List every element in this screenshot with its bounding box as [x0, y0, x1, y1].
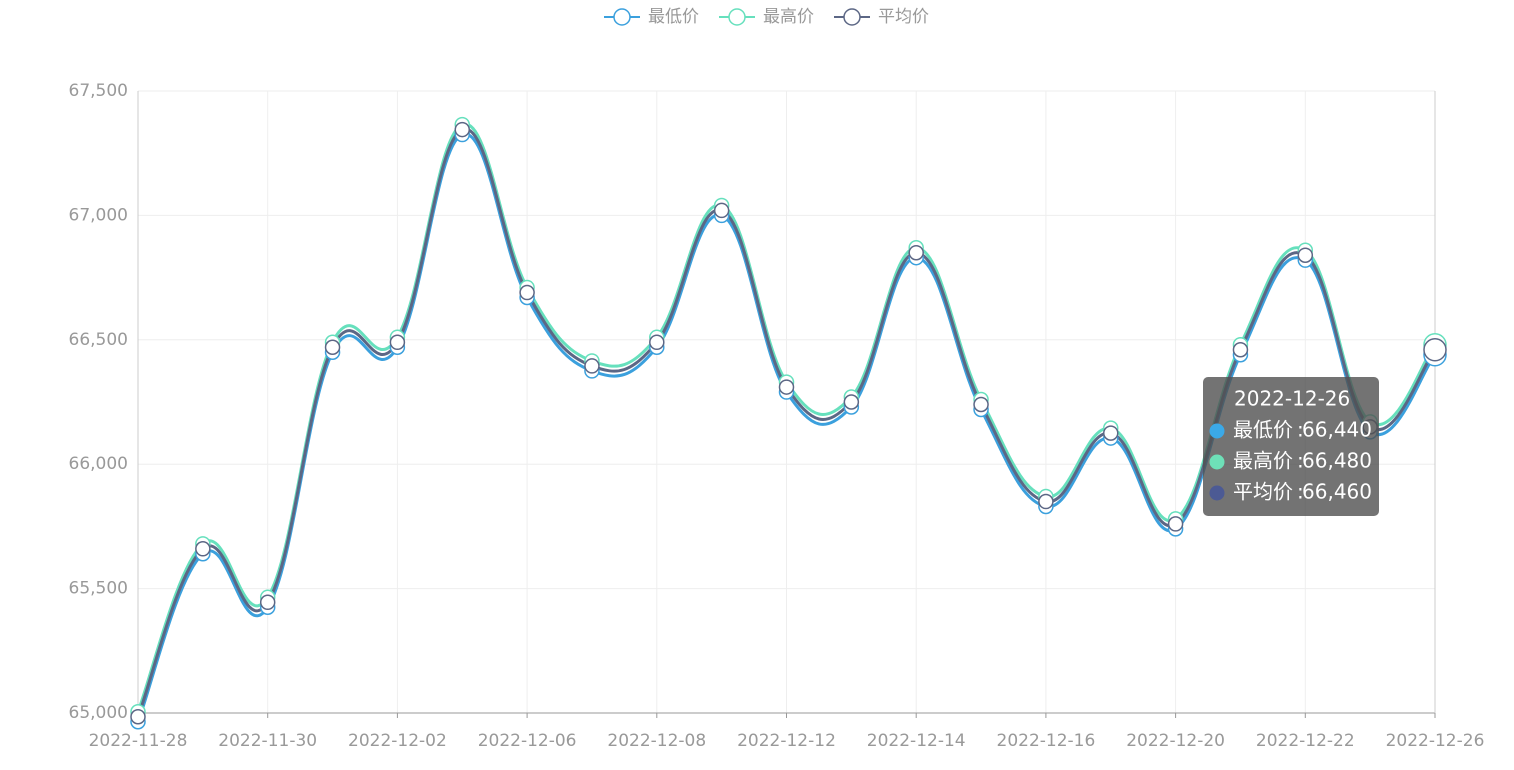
x-tick-label: 2022-12-14	[867, 731, 966, 751]
data-point	[713, 202, 730, 219]
data-point	[454, 121, 470, 138]
y-tick-label: 65,000	[69, 703, 128, 723]
data-point	[1167, 516, 1184, 532]
data-point	[1232, 342, 1249, 358]
tooltip-value: 66,480	[1302, 449, 1372, 473]
x-tick-label: 2022-11-30	[218, 731, 317, 751]
data-point	[649, 334, 665, 351]
legend-icon	[728, 8, 746, 26]
legend-icon	[613, 8, 631, 26]
y-tick-label: 66,500	[69, 330, 128, 350]
legend-label: 最低价	[648, 7, 699, 27]
y-tick-label: 67,500	[69, 81, 128, 101]
data-point	[843, 394, 860, 410]
data-point	[1297, 247, 1314, 263]
tooltip-name: 最低价	[1233, 418, 1293, 442]
tooltip-dot	[1209, 454, 1225, 470]
data-point	[195, 541, 211, 557]
tooltip-dot	[1209, 485, 1225, 501]
data-point	[1103, 425, 1119, 441]
data-point	[389, 334, 406, 351]
data-point	[973, 396, 989, 413]
tooltip-name: 平均价	[1233, 480, 1293, 504]
tooltip-title: 2022-12-26	[1234, 387, 1350, 411]
x-tick-label: 2022-12-26	[1386, 731, 1485, 751]
tooltip-dot	[1209, 423, 1225, 439]
data-point	[778, 379, 795, 395]
tooltip-box	[1203, 377, 1379, 516]
data-point	[1038, 493, 1054, 510]
tooltip-name: 最高价	[1233, 449, 1293, 473]
legend-label: 平均价	[878, 7, 929, 27]
y-tick-label: 66,000	[69, 454, 128, 474]
legend-label: 最高价	[763, 7, 814, 27]
x-tick-label: 2022-12-02	[348, 731, 447, 751]
x-tick-label: 2022-11-28	[89, 731, 188, 751]
data-point	[908, 244, 924, 261]
legend: 最低价 最高价 平均价	[604, 7, 929, 27]
y-tick-label: 65,500	[69, 579, 128, 599]
tooltip-sep: :	[1297, 480, 1304, 504]
data-point	[584, 358, 600, 374]
x-tick-label: 2022-12-16	[997, 731, 1096, 751]
legend-icon	[843, 8, 861, 26]
x-tick-label: 2022-12-20	[1126, 731, 1225, 751]
data-point	[130, 708, 146, 725]
x-tick-label: 2022-12-12	[737, 731, 836, 751]
x-tick-label: 2022-12-08	[607, 731, 706, 751]
data-point	[259, 594, 276, 611]
y-tick-label: 67,000	[69, 205, 128, 225]
tooltip-value: 66,460	[1302, 480, 1372, 504]
tooltip-sep: :	[1297, 418, 1304, 442]
x-tick-label: 2022-12-06	[478, 731, 577, 751]
data-point	[1423, 338, 1447, 362]
tooltip-value: 66,440	[1302, 418, 1372, 442]
data-point	[519, 284, 535, 301]
tooltip-sep: :	[1297, 449, 1304, 473]
data-point	[324, 339, 341, 356]
x-tick-label: 2022-12-22	[1256, 731, 1355, 751]
